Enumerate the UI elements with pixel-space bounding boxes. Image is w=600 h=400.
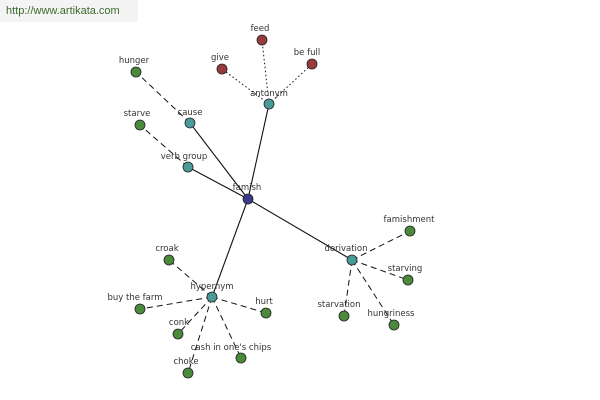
node-word-give[interactable]: [216, 63, 228, 75]
edge-verb-group-starve: [139, 124, 189, 168]
label-relation-cause: cause: [178, 108, 203, 118]
edge-antonym-feed: [261, 39, 270, 105]
label-word-croak: croak: [155, 244, 178, 254]
edge-hypernym-buy-the-farm: [139, 296, 213, 310]
label-relation-verb-group: verb group: [161, 152, 208, 162]
node-word-buy-the-farm[interactable]: [134, 303, 146, 315]
source-url[interactable]: http://www.artikata.com: [0, 0, 138, 22]
graph-labels: famish antonym feed give be full cause hunger v…: [108, 24, 436, 367]
edge-hypernym-choke: [187, 296, 213, 374]
edge-derivation-hungriness: [351, 259, 395, 326]
node-word-starve[interactable]: [134, 119, 146, 131]
node-relation-derivation[interactable]: [346, 254, 358, 266]
node-relation-antonym[interactable]: [263, 98, 275, 110]
node-word-choke[interactable]: [182, 367, 194, 379]
label-word-hungriness: hungriness: [368, 309, 415, 319]
label-word-hurt: hurt: [255, 297, 273, 307]
edge-hypernym-cash-in-one-s-chips: [211, 296, 242, 359]
label-word-be-full: be full: [294, 48, 320, 58]
node-word-be-full[interactable]: [306, 58, 318, 70]
label-word-starving: starving: [388, 264, 423, 274]
node-word-conk[interactable]: [172, 328, 184, 340]
edge-famish-cause: [189, 122, 249, 200]
edge-antonym-be-full: [268, 63, 313, 105]
label-relation-antonym: antonym: [250, 89, 288, 99]
label-word-hunger: hunger: [119, 56, 150, 66]
label-relation-hypernym: hypernym: [190, 282, 233, 292]
edge-derivation-famishment: [351, 230, 411, 261]
label-word-choke: choke: [173, 357, 198, 367]
edge-famish-derivation: [247, 198, 353, 261]
graph-nodes: [130, 34, 416, 379]
label-word-famishment: famishment: [384, 215, 436, 225]
label-relation-derivation: derivation: [324, 244, 367, 254]
label-center: famish: [233, 183, 262, 193]
node-word-cash-in-one-s-chips[interactable]: [235, 352, 247, 364]
node-word-starvation[interactable]: [338, 310, 350, 322]
node-word-hunger[interactable]: [130, 66, 142, 78]
label-word-starve: starve: [124, 109, 151, 119]
edge-antonym-give: [221, 68, 270, 105]
edge-hypernym-conk: [177, 296, 213, 335]
node-relation-verb-group[interactable]: [182, 161, 194, 173]
node-word-famishment[interactable]: [404, 225, 416, 237]
label-word-cash-in-one-s-chips: cash in one's chips: [191, 343, 272, 353]
node-word-hurt[interactable]: [260, 307, 272, 319]
node-relation-cause[interactable]: [184, 117, 196, 129]
label-word-give: give: [211, 53, 229, 63]
edge-famish-antonym: [247, 103, 270, 200]
edge-famish-verb-group: [187, 166, 249, 200]
graph-edges: [135, 39, 411, 374]
label-word-conk: conk: [169, 318, 189, 328]
node-word-croak[interactable]: [163, 254, 175, 266]
edge-famish-hypernym: [211, 198, 249, 298]
label-word-buy-the-farm: buy the farm: [108, 293, 163, 303]
label-word-starvation: starvation: [318, 300, 361, 310]
node-word-feed[interactable]: [256, 34, 268, 46]
node-relation-hypernym[interactable]: [206, 291, 218, 303]
node-word-starving[interactable]: [402, 274, 414, 286]
edge-cause-hunger: [135, 71, 191, 124]
node-word-hungriness[interactable]: [388, 319, 400, 331]
label-word-feed: feed: [251, 24, 270, 34]
node-center[interactable]: [242, 193, 254, 205]
